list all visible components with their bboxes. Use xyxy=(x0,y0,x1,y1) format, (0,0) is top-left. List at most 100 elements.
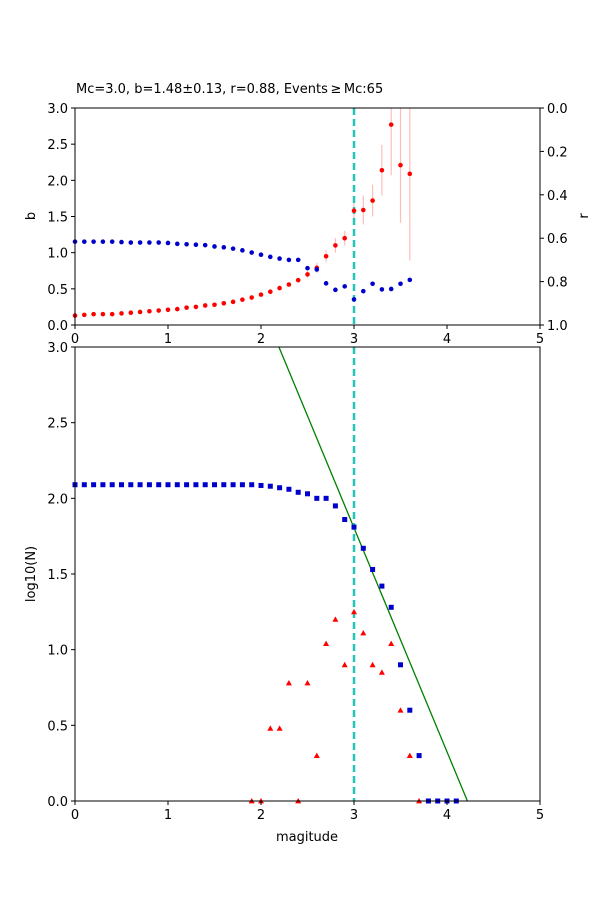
r-value-point xyxy=(351,297,357,302)
cumulative-count-point xyxy=(416,753,422,759)
b-value-point xyxy=(295,277,301,283)
cumulative-count-point xyxy=(332,503,338,509)
cumulative-count-point xyxy=(277,485,283,491)
b-value-point xyxy=(333,243,338,248)
b-value-point xyxy=(249,295,254,300)
b-value-point xyxy=(305,272,310,277)
x-tick-label: 1 xyxy=(164,332,172,347)
r-value-point xyxy=(128,240,134,245)
y-tick-label: 0.0 xyxy=(47,795,68,810)
cumulative-count-point xyxy=(407,707,413,713)
cumulative-count-point xyxy=(81,482,87,488)
cumulative-count-point xyxy=(258,482,264,488)
x-tick-label: 4 xyxy=(443,808,451,823)
r-value-point xyxy=(277,256,282,261)
cumulative-count-point xyxy=(305,491,310,497)
b-value-point xyxy=(342,235,348,241)
b-value-point xyxy=(156,308,161,313)
y-tick-label: 2.5 xyxy=(47,138,68,153)
r-tick-label: 0.2 xyxy=(547,145,568,160)
cumulative-count-point xyxy=(221,482,227,488)
top-plot-frame xyxy=(74,107,541,326)
cumulative-count-point xyxy=(184,482,190,488)
cumulative-count-point xyxy=(239,482,245,488)
r-value-point xyxy=(258,252,264,257)
r-value-point xyxy=(268,254,273,260)
y-tick-label: 1.5 xyxy=(47,568,68,583)
x-tick-label: 2 xyxy=(257,332,265,347)
cumulative-count-point xyxy=(193,482,199,488)
r-tick-label: 0.4 xyxy=(547,189,568,204)
r-value-point xyxy=(333,287,338,293)
noncumulative-count-point xyxy=(388,640,395,647)
x-tick-label: 3 xyxy=(350,332,358,347)
r-value-point xyxy=(212,244,217,249)
cumulative-count-point xyxy=(398,662,403,668)
b-value-point xyxy=(268,289,273,295)
b-value-chart: Mc=3.0, b=1.48±0.13, r=0.88, Events ≥ Mc… xyxy=(24,82,592,347)
cumulative-count-point xyxy=(342,517,348,523)
b-value-point xyxy=(109,311,115,317)
r-value-point xyxy=(305,265,310,271)
r-value-point xyxy=(156,240,161,245)
r-value-point xyxy=(388,286,394,292)
chart-title: Mc=3.0, b=1.48±0.13, r=0.88, Events ≥ Mc… xyxy=(76,82,383,97)
y-tick-label: 0.5 xyxy=(47,283,68,298)
r-value-point xyxy=(361,288,366,294)
cumulative-count-point xyxy=(156,482,162,488)
x-tick-label: 5 xyxy=(536,332,544,347)
b-value-point xyxy=(398,162,403,168)
r-tick-label: 0.8 xyxy=(547,276,568,291)
r-value-point xyxy=(109,239,115,244)
noncumulative-count-point xyxy=(285,679,292,686)
b-value-point xyxy=(212,302,217,308)
noncumulative-count-point xyxy=(397,707,404,713)
noncumulative-count-point xyxy=(332,616,339,622)
r-value-point xyxy=(221,245,227,250)
r-value-point xyxy=(407,277,413,283)
r-value-point xyxy=(314,267,320,272)
b-value-point xyxy=(370,198,375,203)
b-value-point xyxy=(277,285,282,291)
x-tick-label: 4 xyxy=(443,332,451,347)
noncumulative-count-point xyxy=(406,752,413,758)
magnitude-frequency-chart: 0 1 2 3 4 5 0.0 0.5 1.0 1.5 2.0 2.5 3.0 magitude lo… xyxy=(24,341,544,845)
y-tick-label: 3.0 xyxy=(47,341,68,356)
y-tick-label: 0.5 xyxy=(47,719,68,734)
r-tick-label: 0.0 xyxy=(547,102,568,117)
r-value-point xyxy=(286,257,292,263)
cumulative-count-point xyxy=(351,524,357,530)
cumulative-count-point xyxy=(360,545,366,551)
y-tick-label: 3.0 xyxy=(47,102,68,117)
b-value-point xyxy=(286,282,292,287)
magnitude-axis-label: magitude xyxy=(276,830,338,845)
b-value-point xyxy=(100,311,106,317)
r-value-point xyxy=(240,248,245,253)
x-tick-label: 3 xyxy=(350,808,358,823)
cumulative-count-point xyxy=(128,482,134,488)
r-value-point xyxy=(147,240,152,245)
noncumulative-count-point xyxy=(369,661,376,668)
y-tick-label: 1.5 xyxy=(47,211,68,226)
cumulative-count-point xyxy=(230,482,236,488)
cumulative-count-point xyxy=(267,483,273,489)
r-value-point xyxy=(323,281,329,286)
b-value-point xyxy=(388,122,394,127)
cumulative-count-point xyxy=(165,482,171,488)
noncumulative-count-point xyxy=(360,630,367,636)
cumulative-count-point xyxy=(212,482,217,488)
r-value-point xyxy=(193,242,199,248)
b-value-point xyxy=(147,308,152,314)
cumulative-count-point xyxy=(249,482,255,488)
cumulative-count-point xyxy=(109,482,115,488)
b-value-point xyxy=(351,208,357,214)
r-value-point xyxy=(100,239,106,244)
x-tick-label: 5 xyxy=(536,808,544,823)
b-value-point xyxy=(240,297,245,302)
noncumulative-count-point xyxy=(313,752,320,758)
r-value-point xyxy=(295,257,301,263)
y-tick-label: 2.0 xyxy=(47,492,68,507)
r-value-point xyxy=(184,241,189,247)
fit-line xyxy=(278,346,469,802)
r-value-point xyxy=(249,250,254,255)
